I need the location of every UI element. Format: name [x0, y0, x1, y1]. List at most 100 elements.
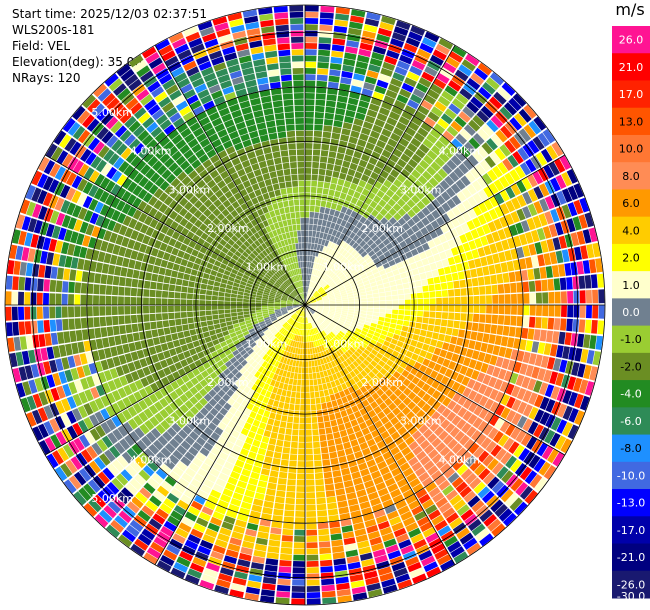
gate-cell — [482, 223, 491, 235]
gate-cell — [383, 538, 397, 548]
gate-cell — [424, 116, 436, 128]
gate-cell — [290, 333, 294, 340]
gate-cell — [390, 338, 398, 345]
gate-cell — [334, 379, 341, 386]
gate-cell — [425, 223, 434, 233]
gate-cell — [330, 457, 339, 465]
gate-cell — [353, 368, 360, 376]
gate-cell — [309, 297, 315, 301]
gate-cell — [398, 294, 405, 300]
gate-cell — [252, 439, 261, 448]
gate-cell — [372, 293, 379, 298]
gate-cell — [535, 317, 542, 329]
gate-cell — [299, 316, 302, 323]
gate-cell — [510, 282, 517, 293]
gate-cell — [371, 470, 382, 480]
gate-cell — [248, 516, 260, 525]
gate-cell — [460, 222, 470, 233]
gate-cell — [479, 509, 493, 523]
gate-cell — [531, 341, 540, 353]
gate-cell — [411, 59, 426, 71]
gate-cell — [373, 166, 382, 175]
gate-cell — [487, 458, 499, 471]
gate-cell — [181, 286, 188, 293]
gate-cell — [263, 430, 271, 438]
gate-cell — [346, 263, 353, 270]
gate-cell — [400, 511, 413, 521]
gate-cell — [230, 309, 237, 313]
gate-cell — [320, 291, 327, 296]
gate-cell — [396, 94, 409, 104]
gate-cell — [287, 345, 292, 353]
gate-cell — [319, 280, 325, 286]
gate-cell — [381, 128, 392, 138]
gate-cell — [305, 199, 310, 206]
gate-cell — [499, 144, 511, 157]
gate-cell — [313, 269, 317, 276]
gate-cell — [317, 332, 322, 339]
gate-cell — [281, 389, 287, 397]
gate-cell — [164, 268, 172, 277]
gate-cell — [429, 305, 436, 311]
gate-cell — [236, 301, 243, 305]
gate-cell — [314, 472, 324, 480]
gate-cell — [174, 299, 181, 305]
gate-cell — [278, 382, 284, 389]
gate-cell — [504, 121, 518, 135]
gate-cell — [302, 329, 304, 336]
gate-cell — [431, 380, 440, 389]
gate-cell — [155, 298, 162, 305]
gate-cell — [343, 388, 351, 396]
gate-cell — [421, 207, 431, 217]
gate-cell — [322, 131, 332, 139]
gate-cell — [360, 298, 367, 302]
gate-cell — [467, 378, 476, 389]
gate-cell — [258, 525, 270, 533]
gate-cell — [401, 82, 415, 93]
gate-cell — [173, 562, 189, 573]
gate-cell — [305, 305, 311, 307]
gate-cell — [504, 315, 511, 326]
gate-cell — [320, 572, 334, 579]
gate-cell — [391, 350, 400, 358]
gate-cell — [311, 315, 316, 321]
gate-cell — [180, 494, 193, 505]
gate-cell — [385, 295, 392, 301]
gate-cell — [291, 598, 305, 605]
gate-cell — [328, 312, 335, 316]
gate-cell — [373, 434, 383, 444]
gate-cell — [353, 351, 361, 358]
gate-cell — [297, 461, 305, 467]
gate-cell — [386, 117, 398, 127]
gate-cell — [155, 313, 162, 321]
gate-cell — [467, 495, 481, 508]
gate-cell — [421, 279, 428, 286]
gate-cell — [347, 498, 359, 506]
gate-cell — [384, 286, 391, 292]
gate-cell — [224, 305, 231, 310]
gate-cell — [373, 509, 386, 519]
gate-cell — [494, 148, 506, 161]
gate-cell — [404, 105, 416, 115]
gate-cell — [543, 465, 557, 480]
gate-cell — [339, 192, 347, 200]
gate-cell — [145, 330, 153, 339]
gate-cell — [308, 224, 313, 231]
gate-cell — [310, 307, 316, 311]
gate-cell — [332, 545, 344, 553]
gate-cell — [384, 144, 395, 153]
gate-cell — [332, 317, 339, 322]
gate-cell — [363, 219, 371, 227]
gate-cell — [172, 533, 186, 544]
gate-cell — [527, 378, 537, 391]
gate-cell — [279, 553, 292, 561]
gate-cell — [427, 345, 436, 354]
gate-cell — [592, 351, 601, 366]
gate-cell — [336, 306, 342, 309]
gate-cell — [289, 326, 294, 333]
gate-cell — [416, 435, 426, 445]
gate-cell — [130, 314, 138, 324]
gate-cell — [398, 116, 410, 126]
gate-cell — [130, 287, 138, 297]
gate-cell — [81, 271, 89, 283]
